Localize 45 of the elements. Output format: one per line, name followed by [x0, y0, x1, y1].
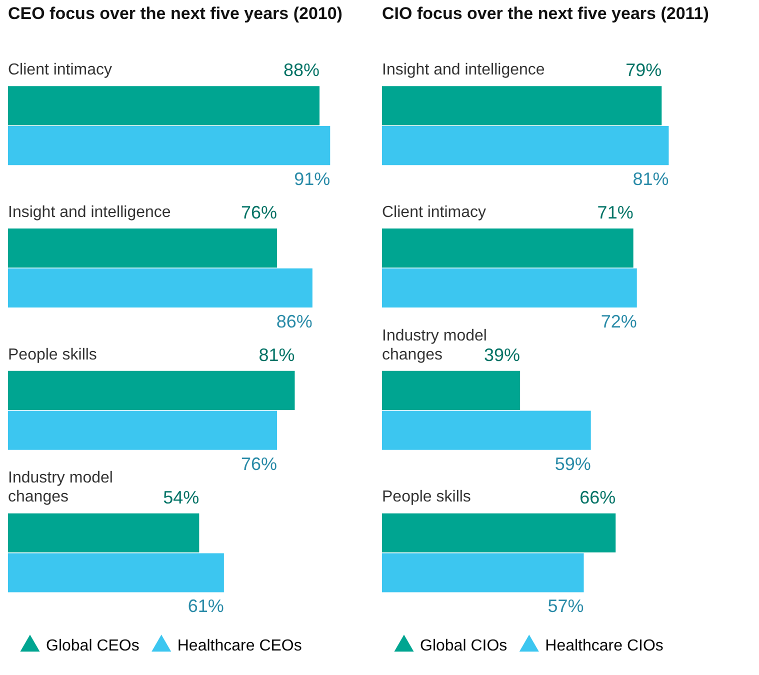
data-label: 88%	[283, 60, 320, 80]
data-label: 86%	[276, 311, 312, 332]
y-tick-label: People skills	[8, 346, 97, 364]
data-label: 76%	[241, 454, 278, 474]
data-label: 66%	[580, 487, 616, 508]
y-tick-label: Insight and intelligence	[8, 204, 171, 221]
data-label: 61%	[188, 596, 224, 616]
bar	[8, 513, 200, 552]
data-label: 71%	[597, 202, 634, 222]
bar	[8, 126, 330, 166]
data-label: 79%	[626, 60, 662, 80]
data-label: 57%	[548, 596, 584, 616]
bar	[8, 268, 312, 308]
data-label: 81%	[632, 169, 669, 190]
bar	[382, 553, 584, 592]
data-label: 81%	[258, 344, 295, 365]
y-tick-label: People skills	[382, 488, 471, 506]
bar	[8, 86, 320, 126]
bar	[382, 126, 669, 166]
legend-label: Healthcare CEOs	[177, 637, 302, 654]
chart-title: CEO focus over the next five years (2010)	[8, 4, 342, 23]
data-label: 91%	[294, 169, 330, 190]
bar	[382, 228, 634, 268]
y-tick-label: Client intimacy	[382, 204, 486, 221]
data-label: 72%	[600, 311, 637, 332]
bar	[8, 228, 278, 268]
bar	[382, 513, 616, 552]
legend-label: Global CIOs	[420, 637, 508, 654]
bar	[8, 553, 224, 592]
y-tick-label: Insight and intelligence	[382, 62, 545, 79]
bar	[8, 370, 295, 410]
bar	[382, 86, 662, 126]
data-label: 39%	[484, 344, 520, 365]
data-label: 59%	[554, 454, 591, 474]
chart-title: CIO focus over the next five years (2011)	[382, 4, 709, 23]
bar	[382, 410, 591, 450]
data-label: 76%	[241, 202, 278, 222]
data-label: 54%	[163, 487, 200, 508]
y-tick-label: Client intimacy	[8, 62, 112, 79]
y-tick-label: Industry model changes	[8, 470, 113, 506]
legend-label: Healthcare CIOs	[545, 637, 664, 654]
legend-label: Global CEOs	[46, 637, 140, 654]
bar	[382, 268, 637, 308]
bar	[382, 370, 520, 410]
bar	[8, 410, 278, 450]
